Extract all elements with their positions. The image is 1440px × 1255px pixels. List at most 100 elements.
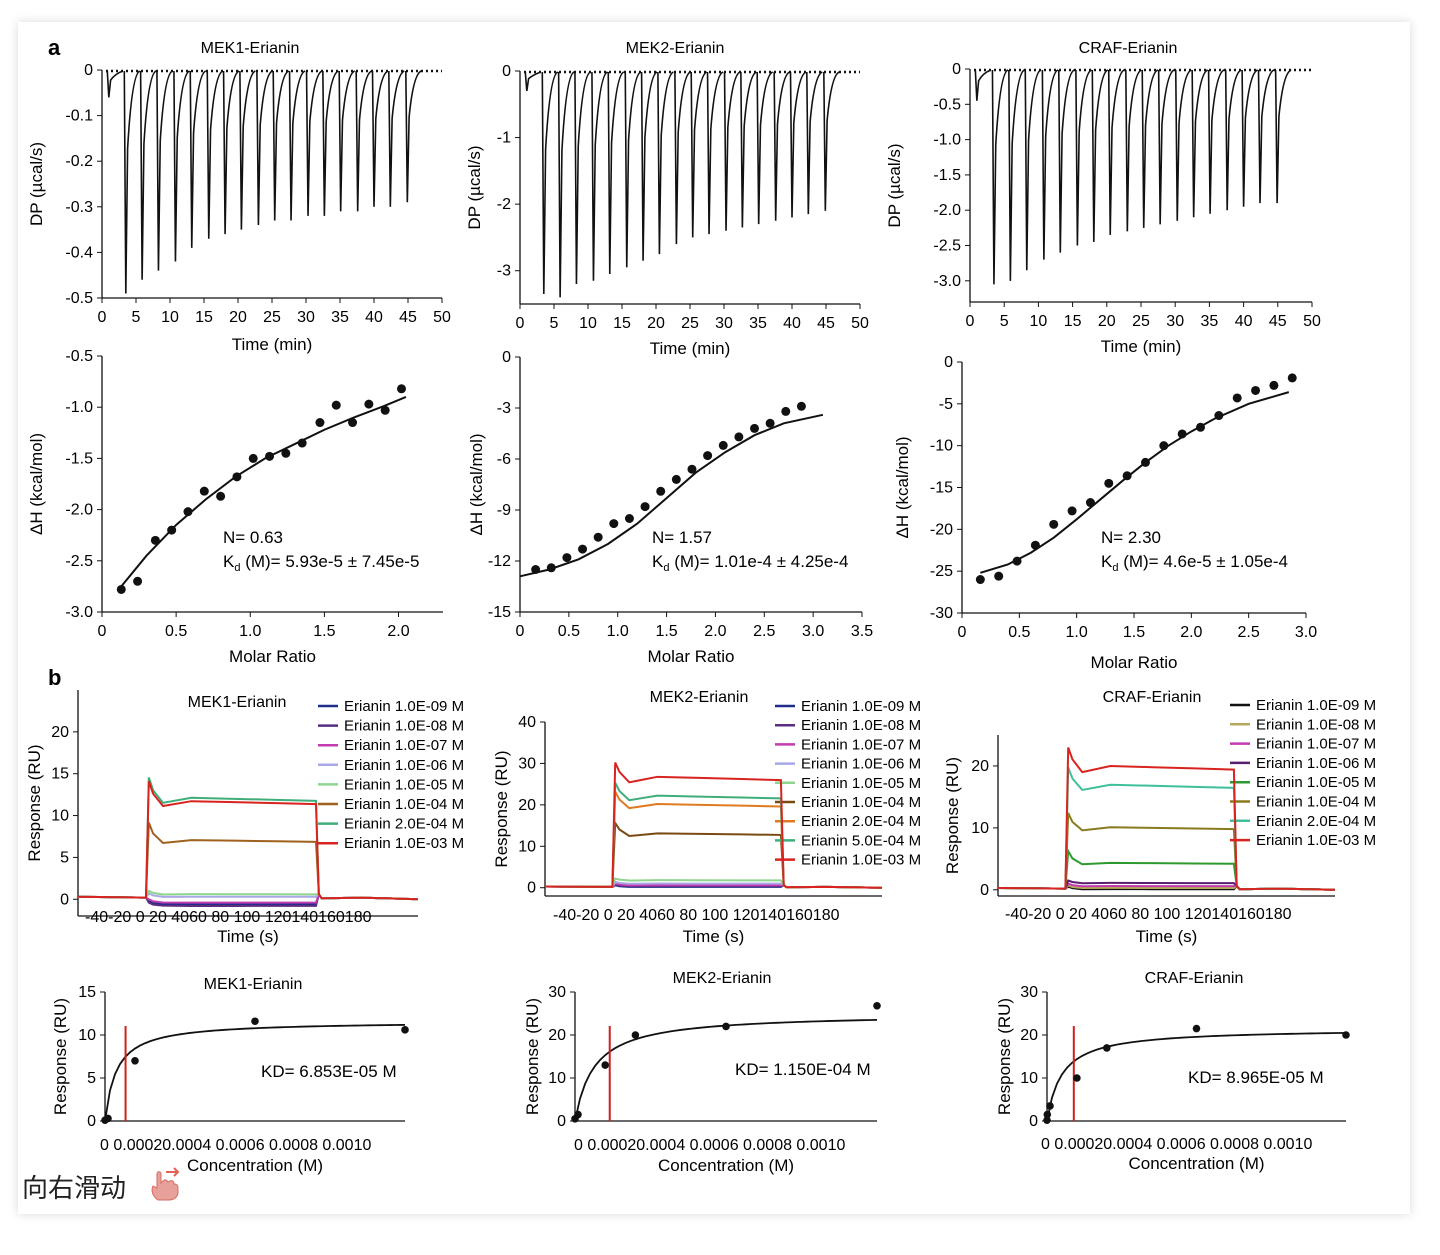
data-point [1214, 411, 1224, 421]
y-tick-label: 0 [944, 354, 953, 371]
data-point [1251, 385, 1261, 395]
injection-peak [1091, 69, 1109, 242]
injection-peak [288, 70, 306, 221]
y-tick-label: -3.0 [65, 604, 93, 621]
data-point [183, 507, 193, 517]
x-tick-label: 0 [966, 313, 975, 330]
y-axis-label: Response (RU) [943, 757, 962, 874]
injection-peak [1041, 69, 1059, 260]
y-tick-label: 5 [60, 849, 69, 866]
data-point [1012, 556, 1022, 566]
y-tick-label: -15 [488, 604, 511, 621]
data-point [1196, 422, 1206, 432]
y-tick-label: 0 [84, 62, 93, 79]
x-tick-labels: -40-20 0 20 4060 80 100 120140160180 [85, 909, 372, 926]
injection-peak [405, 70, 422, 203]
x-axis-label: Molar Ratio [1091, 653, 1178, 672]
annotation-kd: Kd (M)= 5.93e-5 ± 7.45e-5 [223, 552, 419, 574]
y-tick-label: 0 [980, 882, 989, 899]
injection-peak [557, 71, 575, 298]
y-axis-label: Response (RU) [492, 750, 511, 867]
y-tick-label: 15 [78, 984, 96, 1001]
y-tick-label: -1 [497, 130, 511, 147]
data-point [331, 400, 341, 410]
data-point [624, 514, 634, 523]
injection-peak [206, 70, 224, 239]
legend-entry: Erianin 1.0E-07 M [1256, 736, 1376, 753]
injection-peak [156, 70, 173, 271]
injection-peak [305, 70, 323, 216]
y-tick-label: 5 [87, 1070, 96, 1087]
legend-entry: Erianin 1.0E-06 M [344, 757, 464, 774]
x-tick-label: 20 [1098, 313, 1116, 330]
itc-fit-mek1-axes: -0.5 -1.0 -1.5 -2.0 -2.5 -3.0 0 0.5 1.0 1.5 2.0 Mol… [27, 348, 443, 666]
y-tick-label: -0.3 [65, 199, 93, 216]
data-point [1046, 1102, 1054, 1110]
data-point [1232, 393, 1242, 403]
x-axis-label: Time (s) [217, 927, 279, 946]
kd-subscript: d [234, 562, 240, 574]
x-tick-label: 15 [1064, 313, 1082, 330]
x-tick-label: 25 [1132, 313, 1150, 330]
x-tick-label: 15 [195, 309, 213, 326]
data-point [396, 384, 406, 394]
injection-peak [222, 70, 240, 235]
injection-peak [1274, 69, 1292, 204]
injection-peak [1075, 69, 1092, 246]
data-point [765, 418, 775, 428]
y-axis-label: Response (RU) [51, 998, 70, 1115]
injection-peak [1207, 69, 1225, 214]
data-point [1177, 429, 1187, 439]
data-point [734, 432, 744, 442]
injection-peak [1157, 69, 1175, 225]
fit-curve [519, 413, 824, 578]
y-tick-label: 20 [971, 758, 989, 775]
x-tick-label: 2.0 [387, 623, 409, 640]
y-tick-label: -1.0 [65, 399, 93, 416]
data-point [315, 418, 325, 428]
x-tick-labels: -40-20 0 20 4060 80 100 120140160180 [1005, 906, 1292, 923]
data-point [380, 405, 390, 415]
y-tick-label: 10 [51, 808, 69, 825]
legend-entry: Erianin 1.0E-07 M [344, 737, 464, 754]
sensorgram-line [997, 747, 1336, 891]
data-point [1104, 478, 1114, 488]
y-tick-label: 0 [952, 61, 961, 78]
kd-subscript: d [663, 562, 669, 574]
y-tick-label: -1.5 [65, 450, 93, 467]
x-tick-label: 10 [1030, 313, 1048, 330]
data-point [1269, 380, 1279, 390]
y-axis-label: ΔH (kcal/mol) [893, 436, 912, 538]
injection-peak [322, 70, 339, 216]
x-axis-label: Concentration (M) [187, 1156, 323, 1175]
x-tick-label: 40 [1235, 313, 1253, 330]
x-axis-label: Time (s) [1136, 927, 1198, 946]
legend-entry: Erianin 1.0E-05 M [1256, 774, 1376, 791]
y-axis-label: ΔH (kcal/mol) [27, 433, 46, 535]
injection-peak [574, 71, 591, 285]
legend-entry: Erianin 1.0E-08 M [801, 717, 921, 734]
data-point [1287, 373, 1297, 383]
injection-peak [338, 70, 356, 212]
injection-peak [591, 71, 608, 281]
y-tick-label: 10 [518, 838, 536, 855]
y-tick-label: -10 [930, 438, 953, 455]
y-tick-label: 20 [518, 797, 536, 814]
chart-title: MEK1-Erianin [188, 694, 287, 711]
x-tick-label: 5 [550, 315, 559, 332]
x-tick-label: 2.0 [1180, 624, 1202, 641]
injection-peak [272, 70, 290, 221]
spr-sensor-mek1-axes: 0 5 10 15 20 -40-20 0 20 4060 80 100 12014016… [25, 690, 464, 946]
data-point [546, 563, 556, 573]
y-tick-label: -0.2 [65, 153, 93, 170]
data-point [348, 418, 358, 428]
data-point [531, 565, 541, 574]
injection-peak [657, 71, 674, 255]
sensorgram-line [77, 822, 419, 901]
swipe-right-hint[interactable]: 向右滑动 [22, 1174, 127, 1204]
x-tick-label: 0.5 [558, 623, 580, 640]
x-tick-label: 1.0 [239, 623, 261, 640]
data-point [593, 532, 603, 542]
injection-peak [123, 70, 141, 294]
injection-peak [773, 71, 791, 221]
